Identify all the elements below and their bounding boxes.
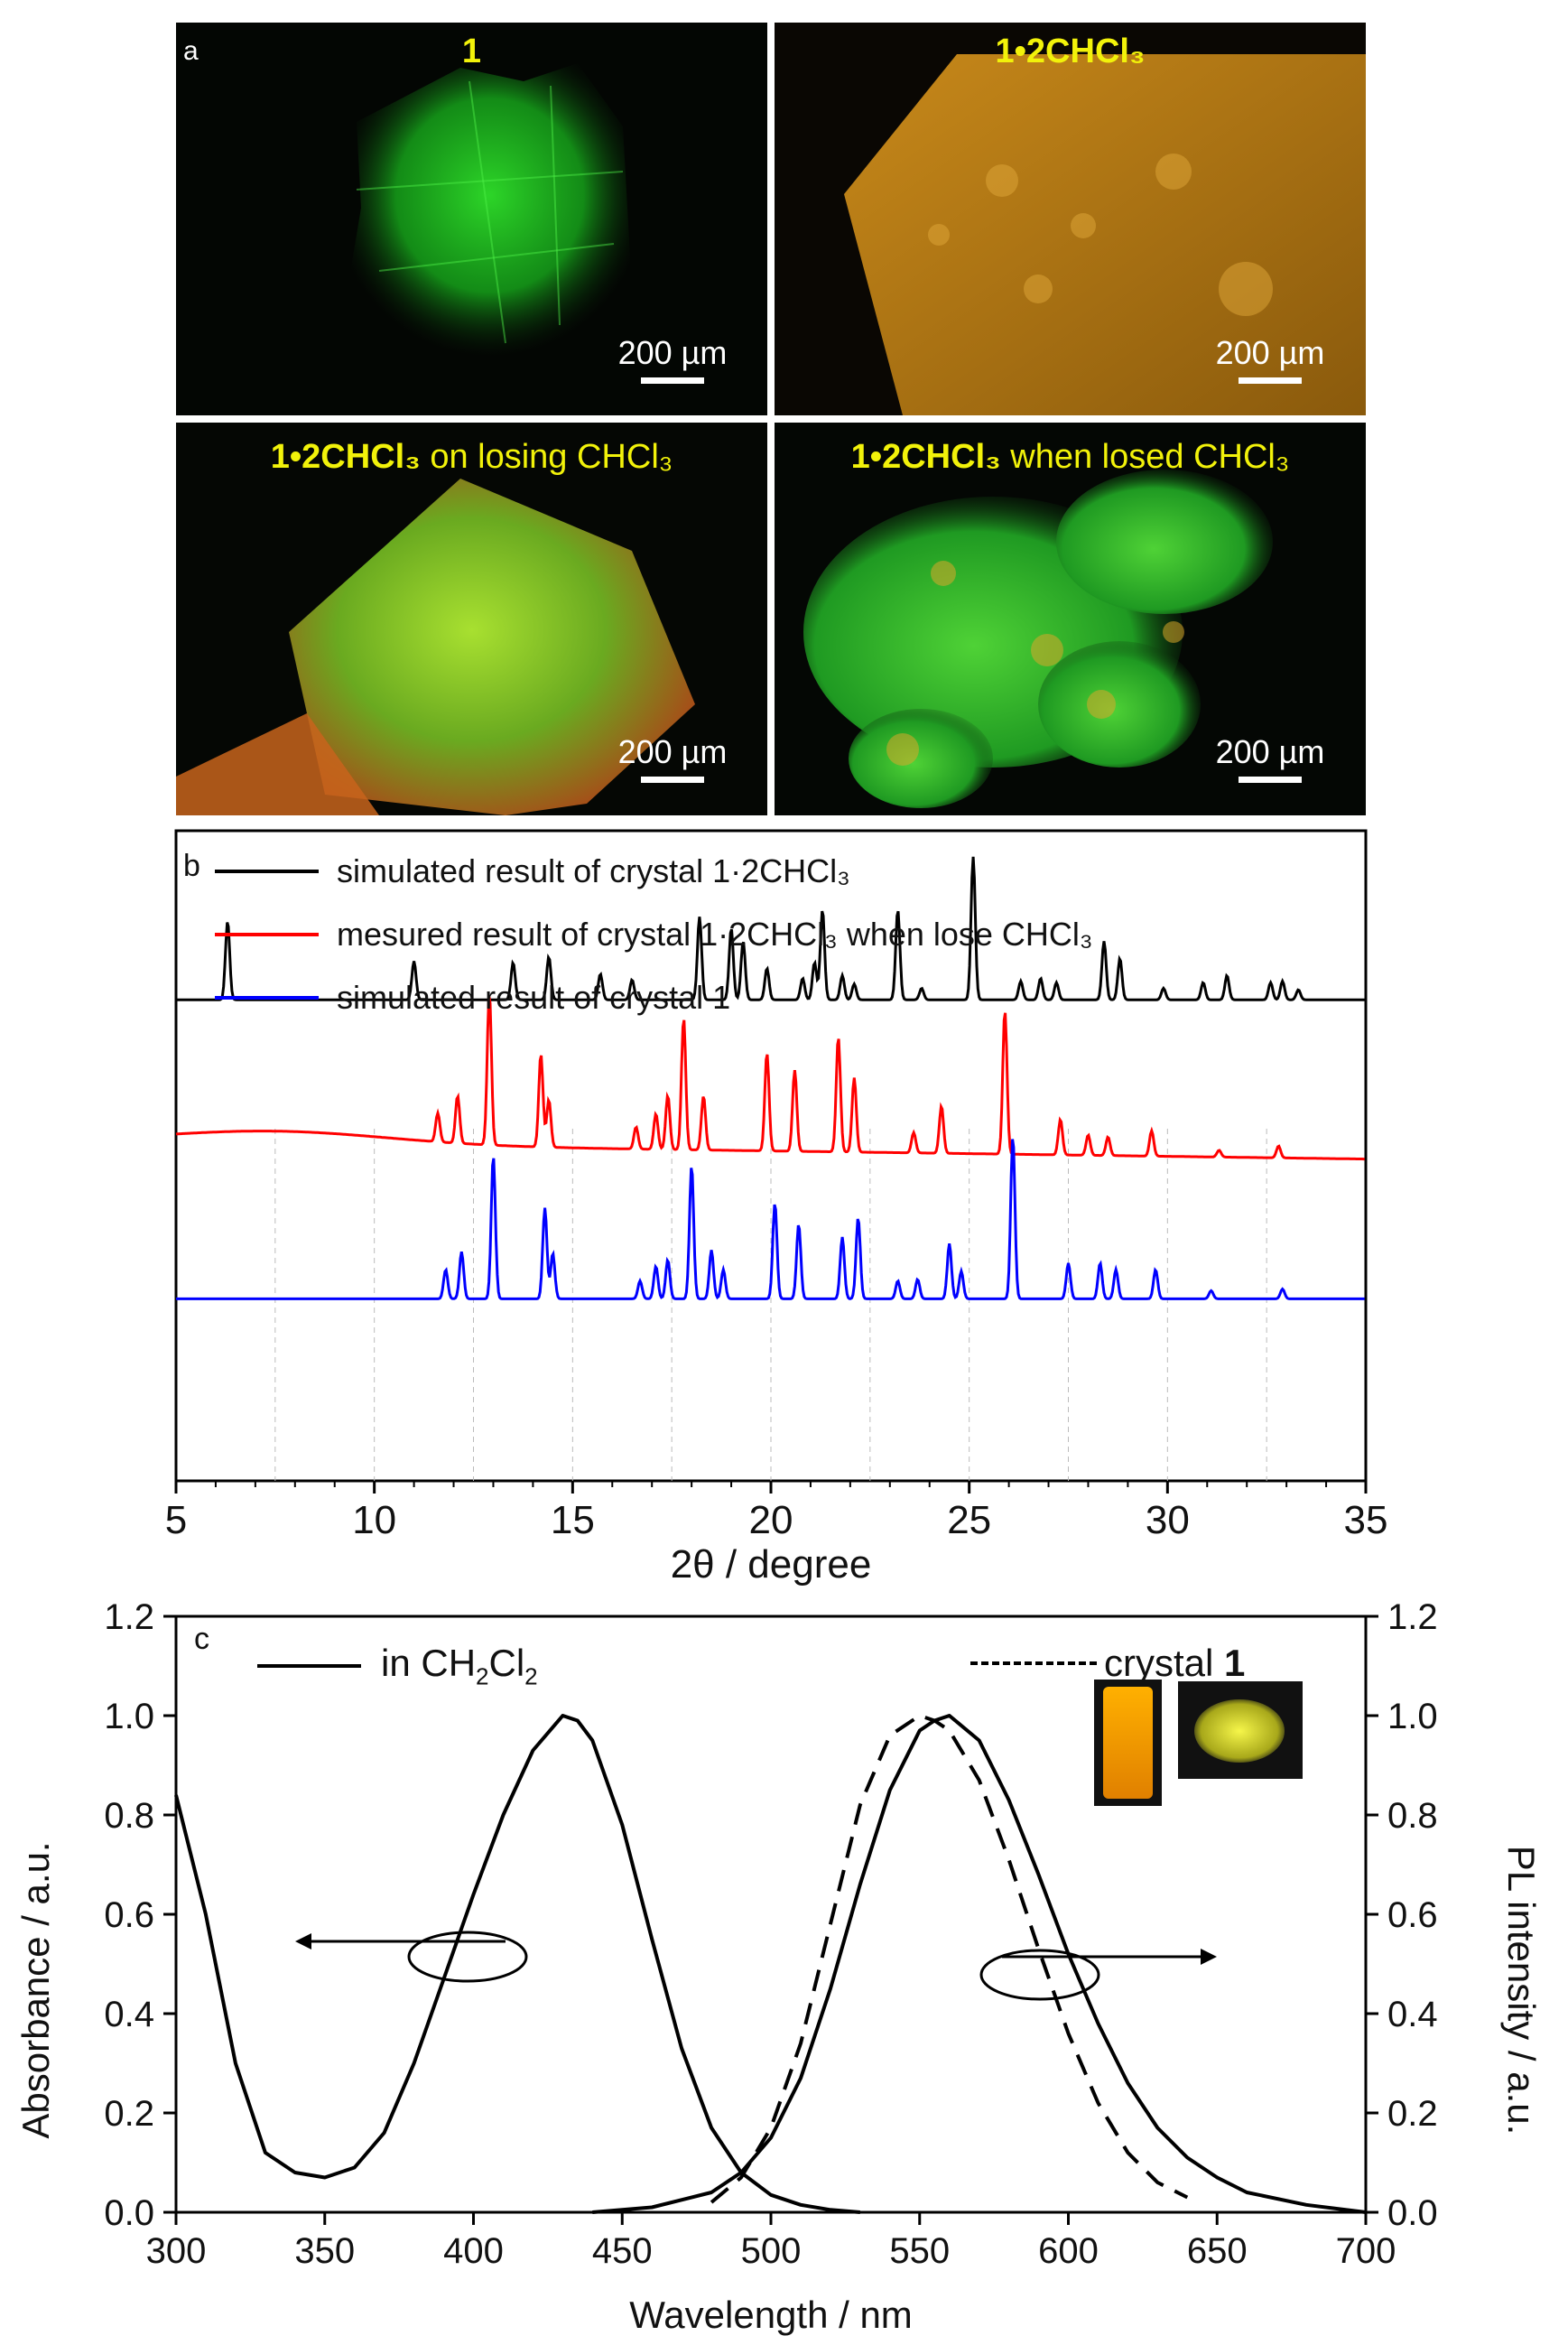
legend-item-red: mesured result of crystal 1·2CHCl₃ when …	[215, 903, 1093, 966]
panel-c-y2tick-label: 0.8	[1387, 1796, 1438, 1836]
panel-c-y2label: PL intensity / a.u.	[1500, 1845, 1543, 2136]
panel-b-tick-label: 30	[1146, 1498, 1190, 1542]
panel-c-tick-label: 700	[1336, 2231, 1396, 2271]
scale-bar-3: 200 µm	[596, 733, 749, 783]
micrograph-2-label: 1•2CHCl₃	[775, 33, 1366, 71]
scale-bar-1-text: 200 µm	[617, 334, 728, 371]
panel-c-y2tick-label: 0.2	[1387, 2094, 1438, 2134]
panel-c-tick-label: 300	[146, 2231, 207, 2271]
panel-b-legend: simulated result of crystal 1·2CHCl₃ mes…	[215, 840, 1093, 1029]
panel-a	[176, 23, 1366, 815]
panel-c-tick-label: 350	[294, 2231, 355, 2271]
crystal-4-spots	[886, 561, 1184, 766]
micrograph-3-suffix: on losing CHCl₃	[420, 438, 673, 476]
scale-bar-4: 200 µm	[1193, 733, 1347, 783]
panel-c-ytick-label: 1.2	[104, 1597, 154, 1637]
inset-crystal-photo	[1178, 1681, 1303, 1779]
crystal-3-shape	[289, 479, 695, 815]
panel-c-ytick-label: 0.0	[104, 2193, 154, 2233]
crystal-1-shape	[348, 63, 632, 357]
legend-text-black: simulated result of crystal 1·2CHCl₃	[337, 852, 850, 889]
panel-c-tick-label: 550	[889, 2231, 950, 2271]
scale-bar-4-line	[1239, 777, 1302, 783]
legend-text-red: mesured result of crystal 1·2CHCl₃ when …	[337, 916, 1093, 953]
panel-c-legend-left: in CH2Cl2	[257, 1642, 538, 1690]
panel-c-ylabel: Absorbance / a.u.	[14, 1841, 57, 2139]
panel-c-xlabel: Wavelength / nm	[629, 2294, 913, 2336]
legend-item-black: simulated result of crystal 1·2CHCl₃	[215, 840, 1093, 903]
legend-swatch-black	[215, 870, 319, 873]
micrograph-3-formula: 1•2CHCl₃	[270, 438, 421, 476]
panel-c-ytick-label: 0.4	[104, 1995, 154, 2034]
panel-b-tick-label: 5	[165, 1498, 187, 1542]
panel-a-label: a	[183, 36, 199, 66]
legend-text-solution: in CH2Cl2	[381, 1642, 538, 1690]
scale-bar-1-line	[641, 377, 704, 384]
panel-b-tick-label: 15	[551, 1498, 595, 1542]
panel-b-tick-label: 25	[947, 1498, 991, 1542]
micrograph-2-formula: 1•2CHCl₃	[995, 33, 1146, 70]
legend-swatch-dashed	[970, 1661, 1097, 1665]
legend-text-blue: simulated result of crystal 1	[337, 979, 731, 1016]
scale-bar-4-text: 200 µm	[1215, 733, 1325, 770]
absorbance-axis-ellipse	[407, 1931, 528, 1983]
panel-c-series-2	[710, 1714, 1189, 2204]
panel-c-tick-label: 600	[1038, 2231, 1099, 2271]
legend-item-blue: simulated result of crystal 1	[215, 966, 1093, 1029]
panel-c-y2tick-label: 1.2	[1387, 1597, 1438, 1637]
panel-b: 5 10 15 20 25 30 35	[165, 829, 1388, 1542]
legend-swatch-red	[215, 933, 319, 936]
panel-b-tick-label: 35	[1344, 1498, 1388, 1542]
panel-c-series-1	[592, 1714, 1367, 2214]
crystal-3-rod	[176, 713, 379, 815]
panel-c-tick-label: 450	[592, 2231, 653, 2271]
micrograph-1-formula: 1	[461, 33, 482, 70]
micrograph-1-label: 1	[176, 33, 767, 71]
panel-b-series-2	[176, 1139, 1365, 1300]
panel-c-y2tick-label: 0.0	[1387, 2193, 1438, 2233]
panel-c-ytick-label: 0.2	[104, 2094, 154, 2134]
pl-axis-arrowhead	[1201, 1949, 1217, 1965]
micrograph-4-label: 1•2CHCl₃ when losed CHCl₃	[775, 438, 1366, 477]
panel-c-legend-right: crystal 1	[970, 1642, 1245, 1685]
crystal-1-cracks	[356, 80, 624, 344]
absorbance-axis-arrowhead	[295, 1933, 311, 1950]
crystal-2-spots	[928, 154, 1273, 316]
panel-c-tick-label: 400	[443, 2231, 504, 2271]
panel-c-ytick-label: 1.0	[104, 1697, 154, 1736]
micrograph-4-formula: 1•2CHCl₃	[850, 438, 1001, 476]
legend-swatch-solid	[257, 1664, 361, 1669]
panel-c-y2tick-label: 0.4	[1387, 1995, 1438, 2034]
panel-c-ytick-label: 0.6	[104, 1895, 154, 1935]
legend-text-crystal: crystal 1	[1104, 1642, 1246, 1684]
scale-bar-1: 200 µm	[596, 334, 749, 384]
crystal-2-shape	[844, 54, 1366, 415]
scale-bar-2-line	[1239, 377, 1302, 384]
panel-b-series-1	[175, 995, 1365, 1161]
panel-c-ytick-label: 0.8	[104, 1796, 154, 1836]
micrograph-4-suffix: when losed CHCl₃	[1000, 438, 1290, 476]
panel-c-tick-label: 650	[1187, 2231, 1248, 2271]
panel-c-y2tick-label: 0.6	[1387, 1895, 1438, 1935]
panel-c-label: c	[194, 1622, 209, 1656]
scale-bar-3-text: 200 µm	[617, 733, 728, 770]
scale-bar-2-text: 200 µm	[1215, 334, 1325, 371]
inset-vial-photo	[1094, 1680, 1162, 1806]
panel-b-tick-label: 20	[749, 1498, 793, 1542]
panel-c-tick-label: 500	[741, 2231, 802, 2271]
scale-bar-3-line	[641, 777, 704, 783]
pl-axis-ellipse	[979, 1949, 1100, 2001]
legend-swatch-blue	[215, 996, 319, 1000]
panel-b-label: b	[183, 849, 200, 883]
panel-c-series-0	[174, 1714, 860, 2214]
panel-c-y2tick-label: 1.0	[1387, 1697, 1438, 1736]
panel-b-series-0	[176, 856, 1365, 1001]
scale-bar-2: 200 µm	[1193, 334, 1347, 384]
panel-b-xlabel: 2θ / degree	[670, 1542, 872, 1587]
micrograph-3-label: 1•2CHCl₃ on losing CHCl₃	[176, 438, 767, 477]
panel-b-tick-label: 10	[352, 1498, 396, 1542]
